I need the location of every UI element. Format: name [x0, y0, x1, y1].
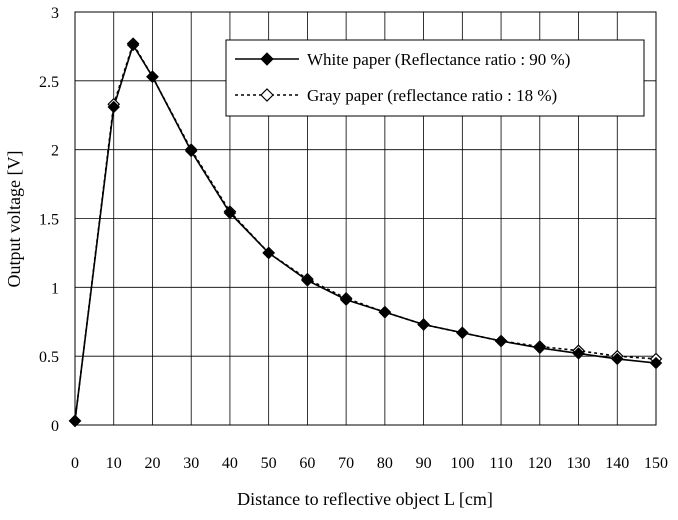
- data-point-white-paper: [301, 274, 314, 287]
- x-tick-label: 150: [644, 455, 668, 472]
- legend: White paper (Reflectance ratio : 90 %) G…: [225, 39, 645, 117]
- x-tick-label: 50: [261, 455, 277, 472]
- data-point-white-paper: [649, 356, 663, 370]
- x-tick-label: 60: [299, 455, 315, 472]
- x-tick-label: 90: [416, 455, 432, 472]
- x-tick-label: 120: [528, 455, 552, 472]
- x-tick-label: 80: [377, 455, 393, 472]
- x-tick-label: 30: [183, 455, 199, 472]
- data-point-white-paper: [262, 246, 275, 260]
- y-tick-label: 0: [51, 418, 59, 435]
- legend-marker-gray-paper: [260, 88, 274, 102]
- series-line-gray-paper: [74, 41, 657, 421]
- x-tick-label: 100: [450, 455, 474, 472]
- legend-label-gray-paper: Gray paper (reflectance ratio : 18 %): [307, 86, 557, 105]
- x-tick-label: 10: [106, 455, 122, 472]
- series-layer: [68, 37, 663, 428]
- data-point-white-paper: [456, 326, 469, 339]
- data-point-white-paper: [572, 347, 585, 360]
- y-axis-ticks: 0 0.5 1 1.5 2 2.5 3: [39, 5, 59, 435]
- data-point-white-paper: [533, 341, 547, 355]
- x-tick-label: 140: [605, 455, 629, 472]
- data-point-white-paper: [378, 305, 392, 319]
- x-tick-label: 110: [489, 455, 512, 472]
- y-tick-label: 2: [51, 143, 59, 160]
- data-point-white-paper: [146, 70, 159, 83]
- x-tick-label: 70: [338, 455, 354, 472]
- data-point-white-paper: [223, 206, 237, 220]
- x-tick-label: 40: [222, 455, 238, 472]
- x-tick-label: 130: [567, 455, 591, 472]
- legend-label-white-paper: White paper (Reflectance ratio : 90 %): [307, 50, 570, 69]
- y-tick-label: 0.5: [39, 349, 59, 366]
- x-axis-ticks: 0 10 20 30 40 50 60 70 80 90 100 110 120 130 140 150: [71, 455, 668, 472]
- y-tick-label: 3: [51, 5, 59, 22]
- data-point-white-paper: [184, 144, 198, 158]
- data-point-white-paper: [494, 334, 508, 348]
- x-tick-label: 0: [71, 455, 79, 472]
- data-point-white-paper: [68, 414, 82, 428]
- data-point-white-paper: [339, 293, 353, 306]
- data-point-white-paper: [611, 352, 624, 366]
- data-point-white-paper: [107, 100, 120, 114]
- data-point-white-paper: [417, 318, 430, 331]
- x-tick-label: 20: [144, 455, 160, 472]
- legend-box: [225, 39, 645, 117]
- y-tick-label: 1.5: [39, 212, 59, 229]
- y-axis-title: Output voltage [V]: [4, 151, 24, 288]
- x-axis-title: Distance to reflective object L [cm]: [237, 489, 493, 509]
- y-tick-label: 1: [51, 280, 59, 297]
- y-tick-label: 2.5: [39, 74, 59, 91]
- data-point-white-paper: [126, 38, 140, 52]
- legend-marker-white-paper: [260, 52, 274, 66]
